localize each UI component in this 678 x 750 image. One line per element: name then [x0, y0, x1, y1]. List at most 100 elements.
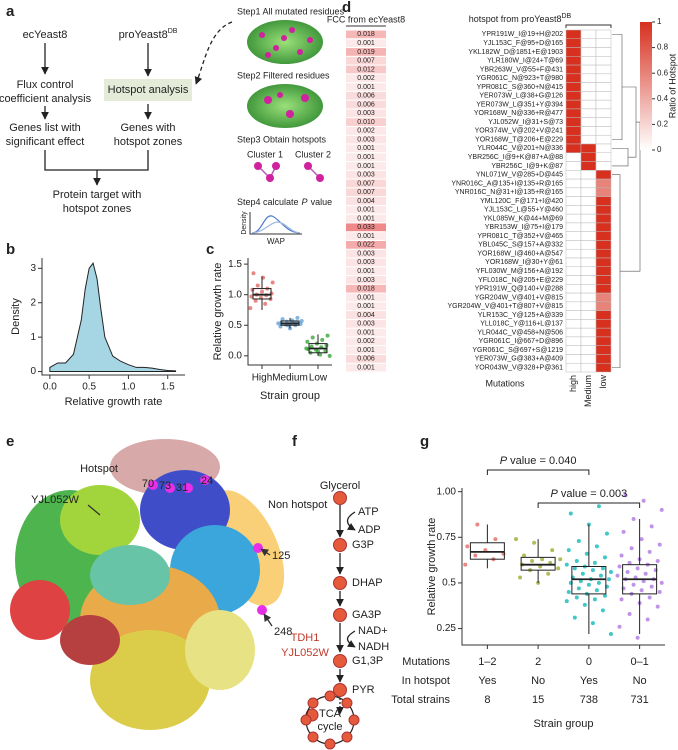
heat-cell — [595, 240, 612, 250]
heat-cell — [580, 143, 597, 154]
analysis-label: Flux control — [17, 79, 74, 91]
panel-label: a — [6, 3, 15, 20]
x-axis-label: Mutations — [485, 378, 525, 388]
pathway-diagram — [305, 491, 356, 722]
cycle-node — [307, 697, 319, 709]
data-point — [465, 544, 470, 549]
heat-cell — [565, 82, 582, 92]
y-tick-label: 0.5 — [442, 578, 456, 589]
fcc-label: 0.002 — [357, 128, 375, 135]
x-tick-label: Low — [309, 373, 328, 384]
significance-bracket — [486, 469, 590, 475]
table-cell: 0–1 — [630, 656, 648, 668]
dendrogram — [612, 34, 623, 140]
heat-cell — [580, 248, 597, 259]
heat-cell — [595, 187, 612, 197]
data-point — [643, 571, 648, 576]
row-label: YOR374W_V@202+V@241 — [475, 128, 563, 135]
heat-cell — [565, 354, 582, 364]
heat-cell — [580, 310, 597, 320]
fcc-label: 0.007 — [357, 58, 375, 65]
source-label-sup: DB — [168, 28, 178, 35]
fcc-cell — [346, 91, 386, 100]
metabolite: PYR — [352, 684, 375, 696]
heat-cell — [580, 336, 597, 346]
header-sup: DB — [562, 13, 572, 20]
fcc-cell — [346, 267, 386, 276]
heat-cell — [565, 345, 582, 355]
heat-cell — [595, 205, 612, 215]
table-cell: No — [531, 675, 545, 687]
fcc-cell — [346, 170, 386, 179]
fcc-label: 0.001 — [357, 163, 375, 170]
data-point — [592, 597, 597, 602]
fcc-cell — [346, 293, 386, 302]
heat-cell — [595, 117, 612, 127]
data-point — [600, 608, 605, 613]
heat-cell — [595, 362, 612, 373]
colorbar-tick-label: 0.2 — [657, 120, 669, 129]
data-point — [635, 635, 640, 640]
fcc-cell — [346, 214, 386, 223]
y-tick-label: 1.0 — [228, 289, 242, 300]
heat-cell — [580, 47, 597, 57]
fcc-cell — [346, 197, 386, 205]
heat-cell — [595, 99, 612, 110]
heat-cell — [595, 152, 612, 162]
data-point — [596, 504, 601, 509]
heat-cell — [565, 301, 582, 311]
x-tick-label: 0.5 — [82, 382, 96, 393]
heat-cell — [565, 310, 582, 320]
fcc-label: 0.033 — [357, 224, 375, 231]
fcc-label: 0.004 — [357, 312, 375, 319]
heat-cell — [565, 73, 582, 83]
analysis-label: Hotspot analysis — [108, 84, 189, 96]
fcc-cell — [346, 319, 386, 328]
data-point — [564, 562, 569, 567]
row-label: YLR180W_I@24+T@69 — [487, 58, 563, 65]
heat-cell — [595, 310, 612, 320]
heat-cell — [580, 257, 597, 268]
column-label: Medium — [583, 375, 593, 407]
data-point — [532, 540, 537, 545]
table-cell: 15 — [532, 694, 544, 706]
row-label: YBR256C_I@9+K@87 — [491, 163, 563, 170]
data-point — [608, 569, 613, 574]
colorbar-tick-label: 0.8 — [657, 43, 669, 52]
y-tick-label: 1.5 — [228, 259, 242, 270]
data-point — [298, 322, 303, 327]
header: hotspot from proYeast8DB — [469, 13, 572, 24]
data-point — [606, 577, 611, 582]
heat-cell — [595, 222, 612, 232]
x-axis-label: Relative growth rate — [65, 396, 163, 408]
row-label: YJL153C_F@95+D@165 — [483, 40, 563, 47]
heat-cell — [595, 266, 612, 276]
heat-cell — [565, 47, 582, 57]
data-point — [627, 560, 632, 565]
metabolite: G1,3P — [352, 655, 383, 667]
fcc-cell — [346, 354, 386, 363]
heat-cell — [595, 213, 612, 224]
row-label: YLL018C_Y@116+L@137 — [480, 321, 563, 328]
colorbar-tick-label: 0.4 — [657, 94, 669, 103]
fcc-label: 0.001 — [357, 303, 375, 310]
data-point — [280, 317, 285, 322]
cycle-node — [300, 714, 312, 726]
fcc-label: 0.010 — [357, 119, 375, 126]
fcc-cell — [346, 205, 386, 214]
data-point — [594, 588, 599, 593]
fcc-cell — [346, 240, 386, 249]
row-label: YGR061C_S@697+S@1219 — [472, 347, 563, 354]
fcc-cell — [346, 302, 386, 311]
fcc-cell — [346, 258, 386, 267]
fcc-cell — [346, 276, 386, 284]
fcc-label: 0.001 — [357, 364, 375, 371]
data-point — [655, 559, 660, 564]
data-point — [641, 498, 646, 503]
fcc-label: 0.006 — [357, 101, 375, 108]
data-point — [619, 597, 624, 602]
heat-cell — [565, 64, 582, 75]
data-point — [574, 595, 579, 600]
data-point — [318, 352, 323, 357]
